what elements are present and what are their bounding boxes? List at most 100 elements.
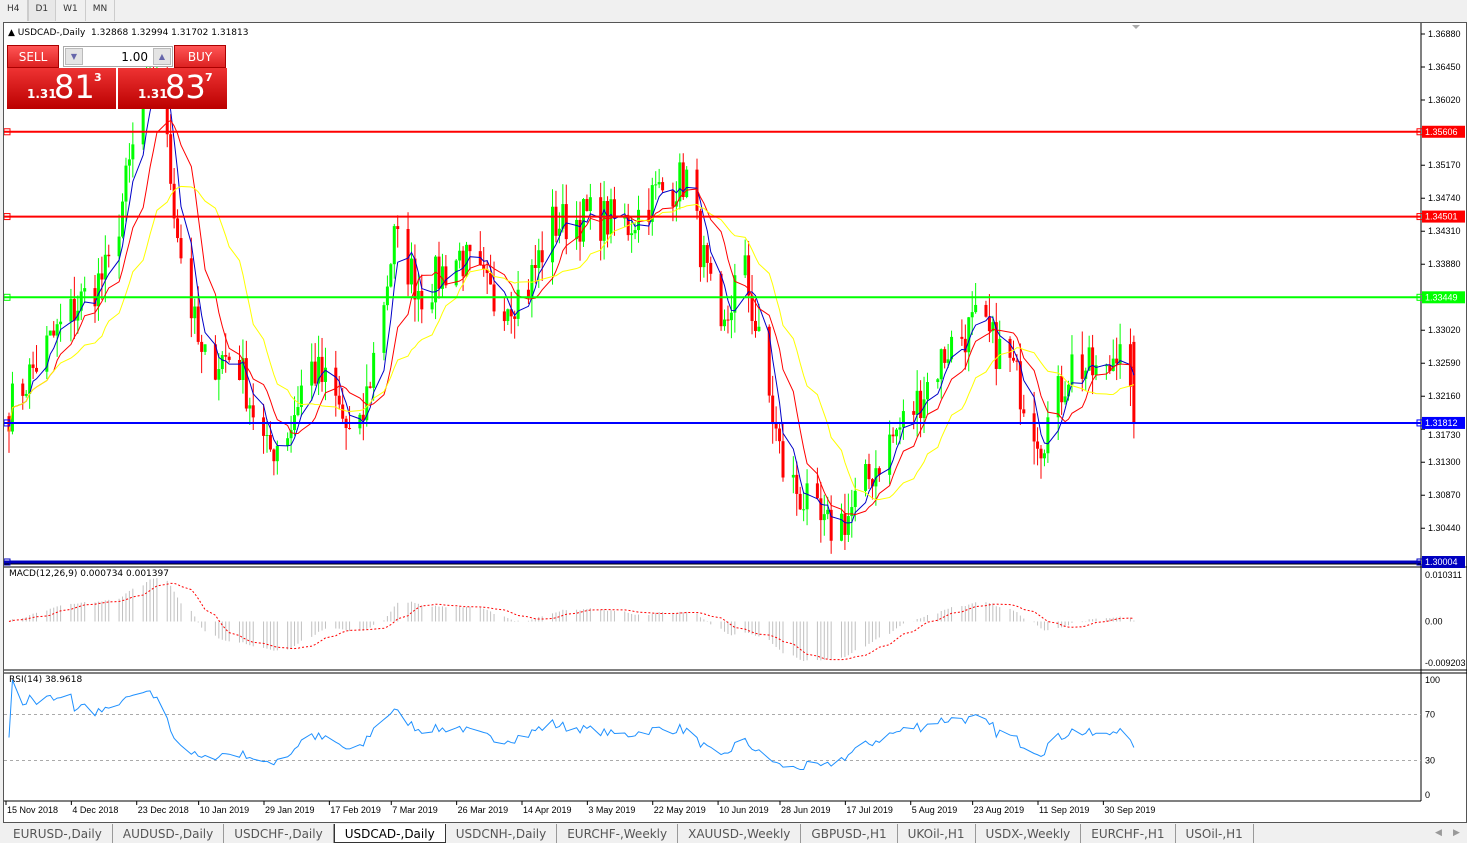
rsi-tick-label: 70 [1425,710,1435,720]
buy-price[interactable]: 1.31 83 7 [118,68,227,109]
buy-button[interactable]: BUY [174,45,226,68]
candle-body [719,273,723,327]
buy-price-pip: 7 [205,71,213,84]
lot-size-stepper[interactable]: ▼ 1.00 ▲ [63,46,173,67]
candle-body [991,322,995,332]
candle-body [124,165,128,202]
candle-body [1108,365,1112,372]
time-tick-label: 28 Jun 2019 [781,805,831,815]
candle-body [678,162,682,202]
sell-button[interactable]: SELL [7,45,59,68]
time-tick-label: 30 Sep 2019 [1104,805,1155,815]
candle-body [850,507,854,517]
lot-increase-icon[interactable]: ▲ [153,48,171,65]
candle-body [513,316,517,319]
candle-body [877,468,881,475]
candle-body [829,509,833,541]
candle-body [107,254,111,257]
price-tick-label: 1.32590 [1428,358,1461,368]
candles [7,49,1136,554]
candle-body [963,338,967,353]
price-tick-label: 1.36880 [1428,29,1461,39]
tab-eurchf-weekly[interactable]: EURCHF-,Weekly [557,824,679,843]
candle-body [743,255,747,276]
candle-body [100,273,104,280]
candle-body [602,201,606,241]
candle-body [489,273,493,285]
candle-body [915,390,919,415]
candle-body [537,250,541,268]
candle-body [1132,341,1136,423]
tab-xauusd-weekly[interactable]: XAUUSD-,Weekly [678,824,802,843]
price-label-bg [1422,416,1465,429]
candle-body [1022,409,1026,414]
candle-body [599,197,603,241]
price-label-bg [1422,125,1465,138]
candle-body [117,236,121,257]
candle-body [440,266,444,289]
tab-eurchf-h1[interactable]: EURCHF-,H1 [1081,824,1176,843]
price-tick-label: 1.32160 [1428,391,1461,401]
price-tick-label: 1.34310 [1428,226,1461,236]
candle-body [121,201,125,237]
collapse-triangle-icon[interactable]: ▲ [8,28,15,38]
candle-body [551,206,555,263]
candle-body [898,427,902,430]
tab-eurusd-daily[interactable]: EURUSD-,Daily [3,824,113,843]
tab-usdchf-daily[interactable]: USDCHF-,Daily [224,824,334,843]
buy-price-main: 83 [165,68,206,106]
price-tick-label: 1.35170 [1428,160,1461,170]
candle-body [1011,357,1015,361]
candle-body [141,104,145,145]
candle-body [925,382,929,400]
lot-decrease-icon[interactable]: ▼ [65,48,83,65]
candle-body [557,228,561,236]
tab-usdcad-daily[interactable]: USDCAD-,Daily [333,824,446,843]
candle-body [244,358,248,409]
chart-window[interactable]: 1.36880 1.36450 1.36020 1.35170 1.34740 1.343… [3,22,1467,823]
price-line-label: 1.35606 [1425,127,1458,137]
candle-body [372,352,376,388]
tab-usdx-weekly[interactable]: USDX-,Weekly [976,824,1082,843]
timeframe-mn[interactable]: MN [86,0,116,21]
candle-body [506,309,510,322]
candle-body [392,226,396,265]
candle-body [901,411,905,428]
tab-ukoil-h1[interactable]: UKOil-,H1 [898,824,976,843]
candle-body [323,367,327,382]
timeframe-d1[interactable]: D1 [27,0,57,21]
chart-header: ▲ USDCAD-,Daily 1.32868 1.32994 1.31702 … [8,28,248,38]
candle-body [1063,396,1067,403]
candle-body [757,326,761,332]
tab-gbpusd-h1[interactable]: GBPUSD-,H1 [801,824,898,843]
candle-body [1039,448,1043,459]
candle-body [633,230,637,234]
tab-audusd-daily[interactable]: AUDUSD-,Daily [113,824,225,843]
candle-body [385,286,389,306]
shift-marker-icon [1132,25,1140,29]
candle-body [48,330,52,336]
candle-body [1015,360,1019,362]
candle-body [588,197,592,212]
macd-tick-label: 0.00 [1425,616,1443,626]
candle-body [286,438,290,446]
rsi-tick-label: 100 [1425,675,1440,685]
chart-canvas[interactable]: 1.36880 1.36450 1.36020 1.35170 1.34740 1.343… [3,23,1467,824]
timeframe-w1[interactable]: W1 [56,0,86,21]
tab-usdcnh-daily[interactable]: USDCNH-,Daily [446,824,558,843]
tab-usoil-h1[interactable]: USOil-,H1 [1176,824,1254,843]
candle-body [998,338,1002,369]
lot-size-value[interactable]: 1.00 [121,50,148,64]
candle-body [912,411,916,415]
candle-body [970,312,974,318]
sell-price[interactable]: 1.31 81 3 [7,68,116,109]
timeframe-h4[interactable]: H4 [0,0,28,21]
candle-body [564,204,568,240]
candle-body [430,302,434,310]
tab-scroll-left-icon[interactable]: ◀ [1435,828,1442,838]
candle-body [272,449,276,462]
candle-body [337,395,341,405]
candle-body [895,429,899,437]
candle-body [774,423,778,429]
tab-scroll-right-icon[interactable]: ▶ [1453,828,1460,838]
